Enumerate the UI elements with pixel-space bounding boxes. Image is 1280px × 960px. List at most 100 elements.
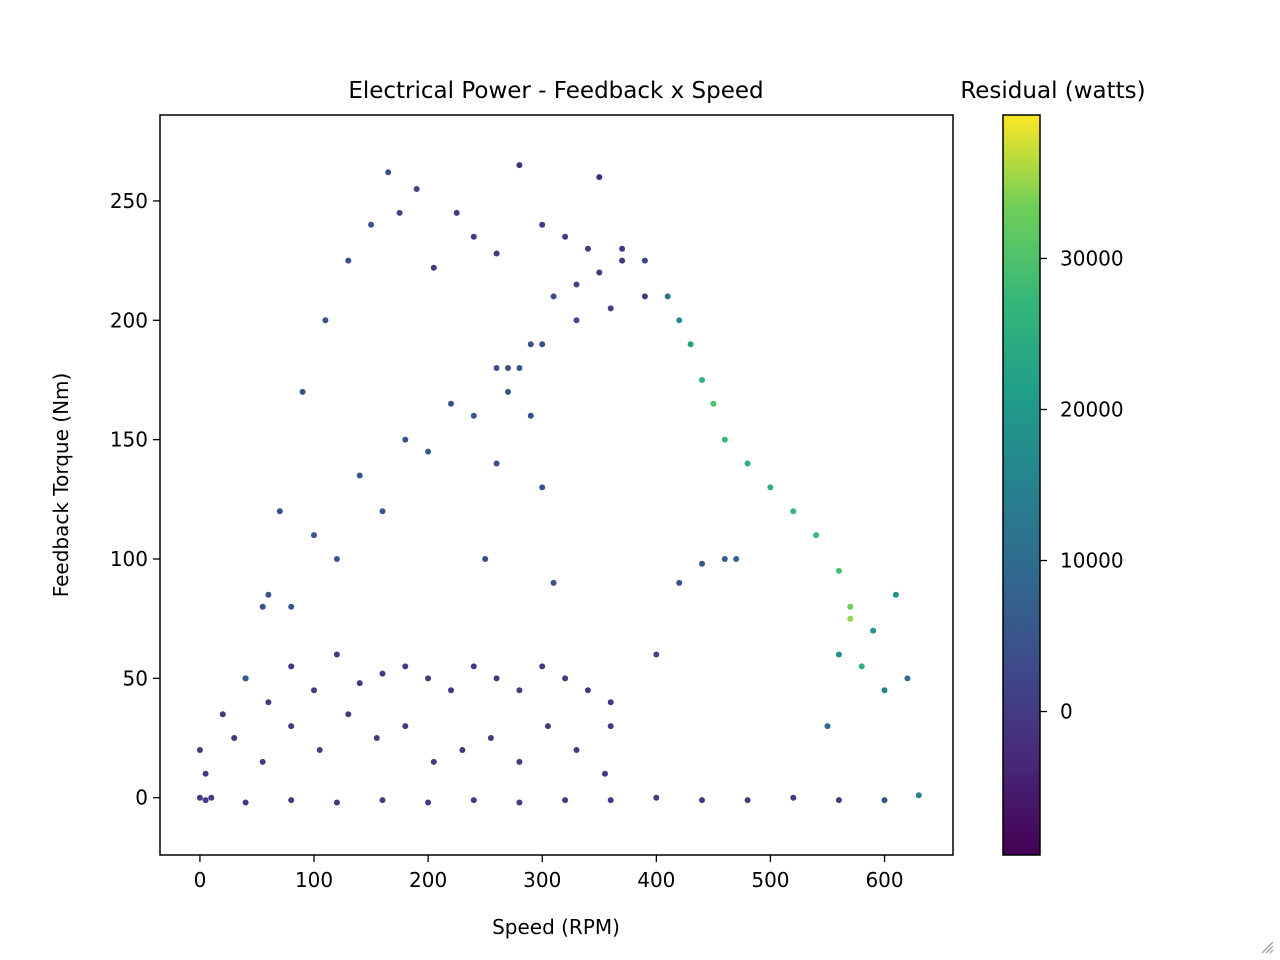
y-tick-label: 100: [110, 547, 148, 571]
data-point: [379, 670, 386, 677]
chart-title: Electrical Power - Feedback x Speed: [348, 78, 763, 104]
data-point: [562, 675, 569, 682]
data-point: [448, 400, 454, 407]
data-point: [196, 747, 203, 753]
data-point: [653, 651, 660, 658]
data-point: [550, 293, 557, 300]
data-point: [573, 747, 580, 753]
data-point: [516, 365, 523, 371]
data-point: [596, 174, 603, 181]
data-point: [448, 687, 454, 694]
data-point: [470, 412, 477, 419]
data-point: [824, 723, 831, 730]
data-point: [402, 723, 409, 730]
data-point: [847, 603, 854, 610]
data-point: [288, 723, 295, 730]
data-point: [311, 532, 317, 539]
resize-grip-icon[interactable]: [1260, 940, 1274, 954]
data-point: [881, 687, 888, 694]
data-point: [379, 797, 386, 804]
y-axis-label: Feedback Torque (Nm): [49, 373, 73, 598]
data-point: [847, 615, 854, 622]
data-point: [288, 663, 295, 670]
data-point: [790, 794, 797, 801]
data-point: [265, 699, 272, 706]
data-point: [641, 257, 648, 264]
x-tick-label: 500: [751, 868, 789, 892]
colorbar-tick-label: 30000: [1060, 246, 1124, 270]
y-tick-label: 150: [110, 428, 148, 452]
data-point: [333, 651, 340, 658]
data-point: [619, 257, 626, 264]
data-point: [790, 508, 797, 515]
x-axis: 0 100 200 300 400 500 600: [194, 855, 904, 892]
x-tick-label: 400: [637, 868, 675, 892]
y-axis: 0 50 100 150 200 250: [110, 189, 160, 810]
data-point: [835, 797, 842, 804]
data-point: [470, 797, 477, 804]
data-point: [539, 663, 546, 670]
scatter-points: [196, 162, 922, 806]
data-point: [288, 603, 295, 610]
data-point: [664, 293, 671, 300]
y-tick-label: 0: [135, 786, 148, 810]
data-point: [562, 233, 569, 240]
data-point: [596, 269, 603, 276]
data-point: [219, 711, 226, 718]
data-point: [470, 663, 477, 670]
data-point: [733, 556, 740, 562]
x-tick-label: 100: [295, 868, 333, 892]
colorbar-tick-label: 0: [1060, 700, 1073, 724]
data-point: [641, 293, 648, 300]
data-point: [259, 758, 266, 765]
data-point: [425, 675, 432, 682]
data-point: [539, 484, 546, 491]
data-point: [482, 556, 489, 562]
y-tick-label: 200: [110, 308, 148, 332]
data-point: [430, 264, 437, 271]
data-point: [835, 651, 842, 658]
data-point: [813, 532, 820, 539]
colorbar: [1002, 114, 1041, 856]
data-point: [316, 747, 323, 753]
data-point: [562, 797, 569, 804]
data-point: [493, 460, 500, 467]
data-point: [516, 687, 523, 694]
data-point: [493, 250, 500, 257]
data-point: [527, 412, 534, 419]
x-tick-label: 0: [194, 868, 207, 892]
data-point: [516, 162, 523, 169]
data-point: [379, 508, 386, 515]
x-axis-label: Speed (RPM): [492, 915, 620, 939]
data-point: [299, 388, 306, 395]
data-point: [356, 680, 363, 687]
data-point: [493, 675, 500, 682]
data-point: [881, 797, 888, 804]
data-point: [584, 245, 591, 252]
data-point: [202, 797, 209, 804]
data-point: [607, 699, 614, 706]
x-tick-label: 600: [865, 868, 903, 892]
data-point: [619, 245, 626, 252]
data-point: [196, 794, 203, 801]
data-point: [607, 797, 614, 804]
data-point: [744, 797, 751, 804]
data-point: [573, 317, 580, 324]
x-tick-label: 200: [409, 868, 447, 892]
data-point: [744, 460, 751, 467]
data-point: [687, 341, 694, 348]
y-tick-label: 250: [110, 189, 148, 213]
data-point: [516, 758, 523, 765]
colorbar-tick-label: 10000: [1060, 549, 1124, 573]
data-point: [459, 747, 466, 753]
data-point: [345, 711, 352, 718]
data-point: [699, 377, 705, 383]
data-point: [721, 436, 728, 443]
data-point: [573, 281, 580, 288]
data-point: [413, 186, 420, 192]
data-point: [505, 365, 511, 371]
data-point: [333, 556, 340, 562]
data-point: [493, 365, 500, 371]
data-point: [539, 221, 546, 228]
